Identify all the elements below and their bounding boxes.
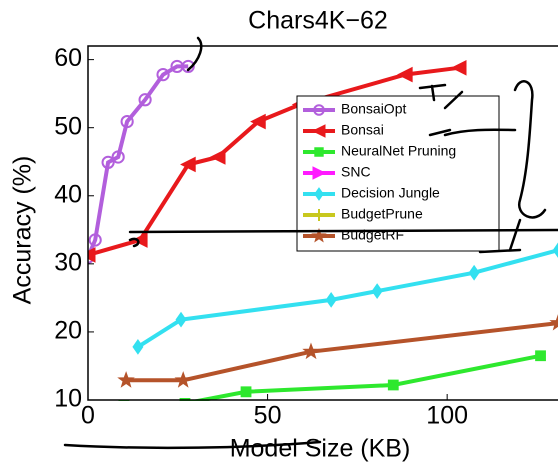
y-tick-label: 50 [54, 112, 82, 140]
marker [211, 150, 225, 164]
scribble [188, 38, 201, 70]
chart: Chars4K−62 Model Size (KB) Accuracy (%) … [0, 0, 558, 470]
legend-label: SNC [341, 164, 371, 180]
marker [398, 68, 412, 82]
marker [315, 148, 323, 156]
legend-label: NeuralNet Pruning [341, 143, 456, 159]
marker [119, 373, 134, 387]
legend-label: BudgetRF [341, 227, 404, 243]
x-tick-label: 50 [254, 402, 282, 430]
marker [326, 293, 336, 307]
x-tick-label: 0 [81, 402, 95, 430]
x-axis-label: Model Size (KB) [230, 435, 411, 463]
y-tick-label: 20 [54, 317, 82, 345]
legend-label: Bonsai [341, 122, 384, 138]
x-tick-label: 100 [426, 402, 468, 430]
marker [553, 243, 558, 257]
series-line [126, 323, 558, 380]
y-axis-label: Accuracy (%) [9, 156, 37, 305]
legend-label: BonsaiOpt [341, 101, 406, 117]
marker [176, 313, 186, 327]
marker [388, 380, 398, 390]
marker [372, 284, 382, 298]
marker [241, 387, 251, 397]
marker [536, 351, 546, 361]
marker [176, 373, 191, 387]
marker [119, 401, 129, 411]
y-tick-label: 40 [54, 180, 82, 208]
legend-label: Decision Jungle [341, 185, 440, 201]
y-tick-label: 60 [54, 44, 82, 72]
chart-title: Chars4K−62 [248, 7, 388, 35]
marker [452, 61, 466, 75]
marker [133, 340, 143, 354]
scribble [510, 81, 545, 250]
marker [304, 344, 319, 358]
y-tick-label: 10 [54, 385, 82, 413]
marker [469, 266, 479, 280]
legend-label: BudgetPrune [341, 206, 423, 222]
legend: BonsaiOpt Bonsai NeuralNet Pruning SNC Decis… [297, 96, 499, 251]
y-tick-label: 30 [54, 248, 82, 276]
